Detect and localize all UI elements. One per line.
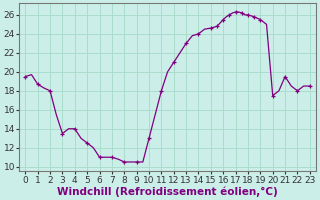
X-axis label: Windchill (Refroidissement éolien,°C): Windchill (Refroidissement éolien,°C) bbox=[57, 186, 278, 197]
